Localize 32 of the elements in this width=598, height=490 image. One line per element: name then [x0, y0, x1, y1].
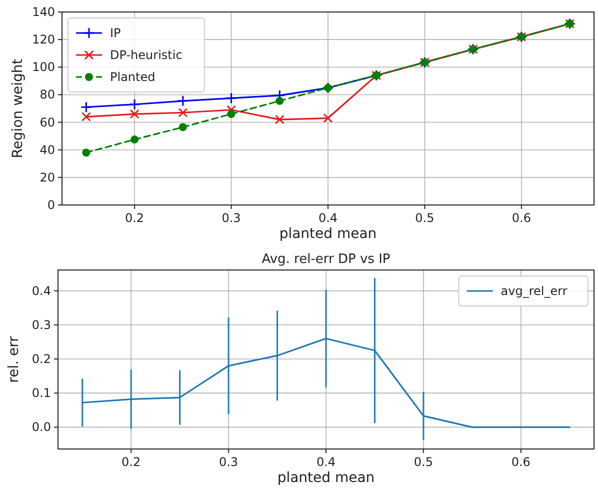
- y-tick-label: 0: [47, 198, 55, 212]
- y-tick-label: 0.0: [32, 420, 51, 434]
- y-tick-label: 40: [40, 142, 55, 157]
- x-axis-title: planted mean: [279, 226, 377, 242]
- x-tick-label: 0.2: [122, 455, 141, 469]
- x-axis-title: planted mean: [277, 470, 375, 486]
- y-tick-label: 100: [32, 60, 55, 74]
- x-tick-label: 0.6: [511, 455, 530, 469]
- x-tick-label: 0.3: [219, 455, 238, 469]
- legend-label: DP-heuristic: [110, 48, 182, 62]
- y-tick-label: 0.3: [32, 318, 51, 332]
- legend-label: avg_rel_err: [500, 284, 568, 298]
- x-tick-label: 0.2: [125, 211, 144, 225]
- x-tick-label: 0.5: [414, 455, 433, 469]
- y-axis-title: rel. err: [6, 336, 22, 383]
- legend-label: IP: [110, 26, 121, 40]
- x-tick-label: 0.5: [415, 211, 434, 225]
- y-tick-label: 60: [40, 115, 55, 130]
- y-axis-title: Region weight: [10, 58, 26, 158]
- x-tick-label: 0.4: [318, 211, 338, 225]
- x-tick-label: 0.4: [316, 455, 336, 469]
- y-tick-label: 120: [32, 32, 55, 47]
- y-tick-label: 0.4: [32, 284, 51, 298]
- legend-label: Planted: [110, 70, 156, 84]
- x-tick-label: 0.6: [512, 211, 531, 225]
- y-tick-label: 0.1: [32, 386, 51, 400]
- y-tick-label: 20: [40, 170, 55, 184]
- x-tick-label: 0.3: [222, 211, 241, 225]
- y-tick-label: 80: [40, 88, 55, 102]
- chart-title: Avg. rel-err DP vs IP: [262, 252, 390, 267]
- y-tick-label: 140: [32, 5, 55, 19]
- y-tick-label: 0.2: [32, 352, 51, 366]
